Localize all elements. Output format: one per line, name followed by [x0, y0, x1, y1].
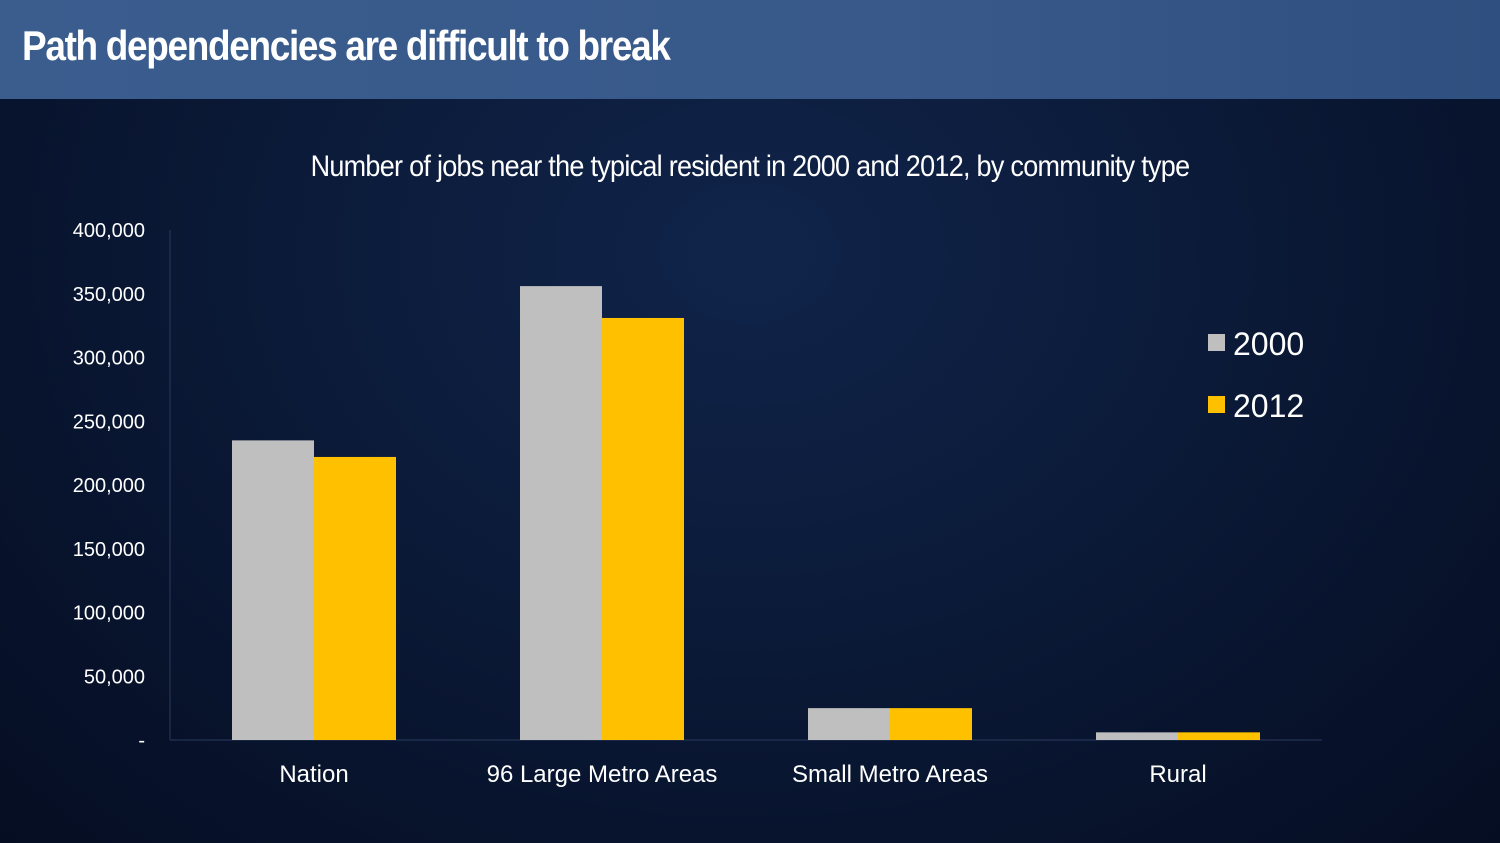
slide-header: Path dependencies are difficult to break [0, 0, 1500, 99]
x-category-label: Nation [279, 761, 348, 788]
slide-title: Path dependencies are difficult to break [22, 22, 671, 69]
y-tick-label: 350,000 [73, 284, 145, 306]
bar-2000-3 [1096, 732, 1178, 740]
y-tick-label: 200,000 [73, 475, 145, 497]
y-tick-label: 50,000 [84, 666, 145, 688]
bar-2012-3 [1178, 732, 1260, 740]
bar-2012-2 [890, 708, 972, 740]
legend-label: 2000 [1233, 326, 1304, 362]
legend-swatch-2012 [1208, 396, 1225, 413]
y-tick-label: 100,000 [73, 603, 145, 625]
chart-title: Number of jobs near the typical resident… [310, 150, 1191, 183]
x-category-label: Small Metro Areas [792, 761, 988, 788]
y-tick-label: 300,000 [73, 348, 145, 370]
y-tick-label: 250,000 [73, 411, 145, 433]
bar-2000-0 [232, 440, 314, 740]
y-tick-label: 150,000 [73, 539, 145, 561]
x-category-label: 96 Large Metro Areas [487, 761, 718, 788]
legend-swatch-2000 [1208, 334, 1225, 351]
y-tick-label: 400,000 [73, 220, 145, 242]
bar-2000-1 [520, 286, 602, 740]
bar-2012-1 [602, 317, 684, 740]
x-category-label: Rural [1149, 761, 1206, 788]
bar-2000-2 [808, 708, 890, 740]
y-tick-label: - [138, 730, 145, 752]
bar-2012-0 [314, 456, 396, 740]
legend-label: 2012 [1233, 388, 1304, 424]
